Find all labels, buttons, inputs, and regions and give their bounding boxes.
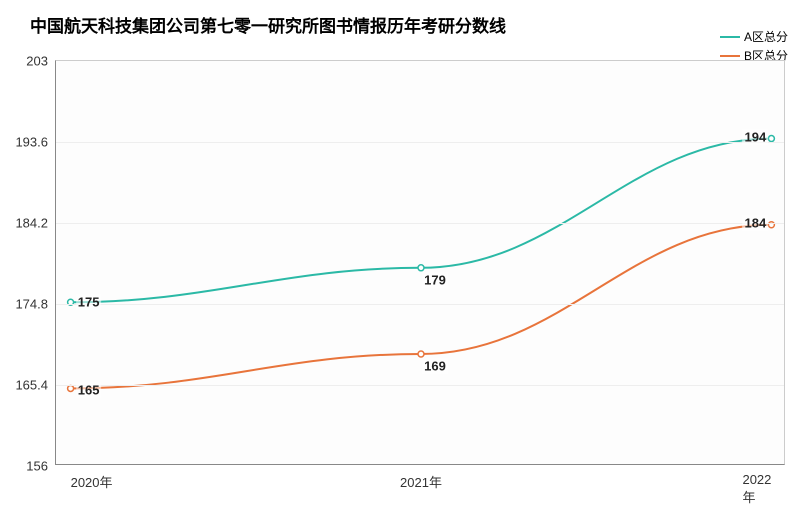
grid-line — [56, 304, 784, 305]
grid-line — [56, 223, 784, 224]
x-tick-label: 2021年 — [400, 472, 442, 491]
data-label: 175 — [76, 295, 102, 310]
data-label: 169 — [422, 358, 448, 373]
chart-title: 中国航天科技集团公司第七零一研究所图书情报历年考研分数线 — [30, 12, 506, 37]
legend-swatch-b — [720, 55, 740, 57]
data-point — [418, 265, 424, 271]
y-tick-label: 165.4 — [15, 378, 48, 393]
series-line — [71, 225, 772, 389]
data-label: 194 — [743, 129, 769, 144]
plot-area: 156165.4174.8184.2193.62032020年2021年2022… — [55, 60, 785, 465]
data-label: 184 — [743, 215, 769, 230]
grid-line — [56, 385, 784, 386]
legend-swatch-a — [720, 36, 740, 38]
legend-label-a: A区总分 — [744, 28, 788, 45]
data-point — [768, 136, 774, 142]
y-tick-label: 193.6 — [15, 135, 48, 150]
data-label: 165 — [76, 383, 102, 398]
chart-container: 中国航天科技集团公司第七零一研究所图书情报历年考研分数线 A区总分 B区总分 1… — [0, 0, 800, 500]
data-label: 179 — [422, 272, 448, 287]
data-point — [418, 351, 424, 357]
y-tick-label: 156 — [26, 459, 48, 474]
legend-item-a: A区总分 — [720, 28, 788, 45]
grid-line — [56, 142, 784, 143]
data-point — [68, 385, 74, 391]
x-tick-label: 2020年 — [71, 472, 113, 491]
y-tick-label: 174.8 — [15, 297, 48, 312]
chart-lines — [56, 61, 786, 466]
series-line — [71, 139, 772, 303]
x-tick-label: 2022年 — [742, 472, 771, 506]
y-tick-label: 203 — [26, 54, 48, 69]
y-tick-label: 184.2 — [15, 216, 48, 231]
